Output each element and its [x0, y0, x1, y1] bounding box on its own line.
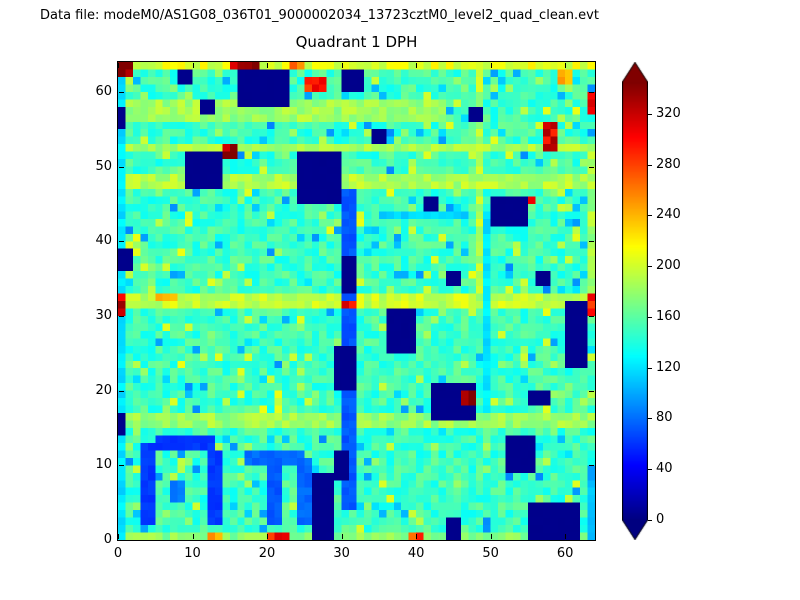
- x-tick-label: 20: [258, 546, 276, 561]
- x-tick-mark: [118, 63, 119, 68]
- x-tick-label: 40: [407, 546, 425, 561]
- colorbar-tick-label: 200: [656, 258, 681, 274]
- x-tick-mark: [267, 534, 269, 539]
- x-tick-label: 50: [482, 546, 499, 561]
- x-tick-mark: [341, 534, 343, 539]
- colorbar-tick-mark: [648, 113, 652, 115]
- colorbar-tick-mark: [648, 266, 652, 268]
- colorbar-tick-label: 80: [656, 410, 673, 426]
- x-tick-mark: [416, 534, 418, 539]
- colorbar-tick-label: 120: [656, 359, 681, 375]
- x-tick-label: 10: [184, 546, 201, 561]
- y-tick-label: 40: [95, 233, 112, 249]
- x-tick-label: 60: [556, 546, 574, 561]
- colorbar-tick-mark: [648, 316, 652, 318]
- colorbar-tick-label: 280: [656, 156, 681, 172]
- y-tick-label: 60: [95, 83, 112, 99]
- colorbar: [622, 62, 648, 540]
- y-tick-label: 0: [103, 532, 112, 547]
- x-tick-mark: [490, 534, 492, 539]
- y-tick-mark: [589, 390, 594, 392]
- colorbar-tick-mark: [648, 367, 652, 369]
- y-tick-label: 30: [95, 307, 112, 323]
- y-tick-mark: [589, 465, 594, 467]
- colorbar-tick-label: 40: [656, 461, 673, 477]
- y-tick-mark: [119, 241, 124, 243]
- y-tick-mark: [589, 540, 594, 541]
- colorbar-tick-mark: [648, 164, 652, 166]
- chart-title: Quadrant 1 DPH: [295, 33, 418, 51]
- y-tick-mark: [589, 315, 594, 317]
- y-tick-mark: [119, 91, 124, 93]
- x-tick-label: 0: [113, 546, 123, 561]
- y-tick-mark: [589, 166, 594, 168]
- x-tick-mark: [490, 63, 492, 68]
- x-tick-mark: [192, 63, 194, 68]
- colorbar-tick-mark: [648, 520, 652, 521]
- colorbar-tick-label: 240: [656, 207, 681, 223]
- y-tick-mark: [589, 91, 594, 93]
- colorbar-canvas: [622, 62, 648, 540]
- heatmap-canvas: [118, 62, 595, 540]
- y-tick-mark: [119, 540, 124, 541]
- x-tick-label: 30: [333, 546, 350, 561]
- y-tick-mark: [589, 241, 594, 243]
- x-tick-mark: [416, 63, 418, 68]
- colorbar-tick-mark: [648, 418, 652, 420]
- y-tick-mark: [119, 465, 124, 467]
- y-tick-label: 20: [95, 382, 112, 398]
- datafile-label: Data file: modeM0/AS1G08_036T01_90000020…: [40, 8, 599, 23]
- heatmap-plot: [117, 61, 596, 541]
- y-tick-mark: [119, 315, 124, 317]
- y-tick-mark: [119, 166, 124, 168]
- x-tick-mark: [341, 63, 343, 68]
- y-tick-label: 10: [95, 457, 112, 473]
- x-tick-mark: [267, 63, 269, 68]
- x-tick-mark: [565, 534, 567, 539]
- y-tick-mark: [119, 390, 124, 392]
- colorbar-tick-mark: [648, 215, 652, 217]
- y-tick-label: 50: [95, 158, 112, 174]
- x-tick-mark: [192, 534, 194, 539]
- x-tick-mark: [118, 534, 119, 539]
- x-tick-mark: [565, 63, 567, 68]
- colorbar-tick-label: 320: [656, 105, 681, 121]
- colorbar-tick-label: 0: [656, 512, 665, 527]
- colorbar-tick-mark: [648, 469, 652, 471]
- colorbar-tick-label: 160: [656, 308, 681, 324]
